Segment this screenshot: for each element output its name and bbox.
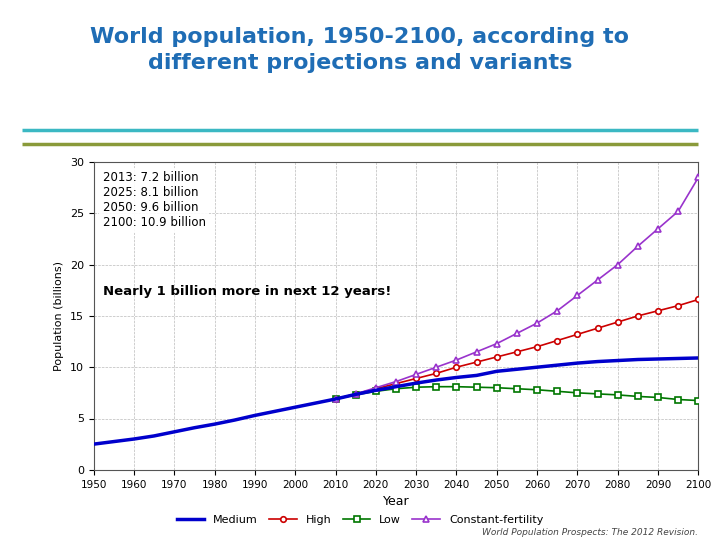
High (634, 313, 642, 319)
High (492, 354, 501, 360)
Medium (230, 417, 239, 423)
High (533, 343, 541, 350)
Medium (492, 368, 501, 375)
High (472, 359, 481, 365)
Low (472, 384, 481, 390)
Medium (694, 355, 703, 361)
Constant-fertility (553, 307, 562, 314)
High (392, 380, 400, 387)
Line: Low: Low (333, 384, 701, 403)
Constant-fertility (492, 340, 501, 347)
Medium (109, 438, 118, 445)
High (613, 319, 622, 325)
High (351, 390, 360, 397)
Low (674, 396, 683, 403)
Low (331, 396, 340, 402)
Medium (150, 433, 158, 439)
Medium (210, 421, 219, 427)
Medium (613, 357, 622, 364)
Medium (513, 366, 521, 373)
Constant-fertility (694, 174, 703, 180)
Medium (130, 436, 138, 442)
Constant-fertility (472, 349, 481, 355)
Text: World Population Prospects: The 2012 Revision.: World Population Prospects: The 2012 Rev… (482, 528, 698, 537)
Constant-fertility (432, 364, 441, 370)
Medium (331, 396, 340, 402)
Low (553, 388, 562, 395)
High (573, 331, 582, 338)
Medium (89, 441, 98, 447)
Constant-fertility (593, 276, 602, 283)
Medium (553, 362, 562, 368)
Constant-fertility (331, 396, 340, 402)
Medium (271, 408, 279, 415)
Low (412, 384, 420, 390)
Low (573, 390, 582, 396)
Constant-fertility (452, 357, 461, 363)
Medium (432, 377, 441, 383)
Low (513, 386, 521, 392)
Low (634, 393, 642, 400)
Low (593, 390, 602, 397)
Medium (634, 356, 642, 363)
Low (492, 384, 501, 391)
High (412, 375, 420, 382)
Medium (674, 355, 683, 362)
Line: High: High (333, 296, 701, 402)
High (513, 349, 521, 355)
High (674, 302, 683, 309)
Constant-fertility (654, 226, 662, 232)
Medium (392, 383, 400, 390)
Low (392, 386, 400, 392)
Constant-fertility (573, 292, 582, 299)
Medium (170, 429, 179, 435)
Constant-fertility (412, 371, 420, 377)
High (331, 396, 340, 402)
Medium (291, 404, 300, 410)
Medium (573, 360, 582, 366)
High (654, 307, 662, 314)
Low (613, 392, 622, 398)
Line: Constant-fertility: Constant-fertility (332, 174, 702, 402)
Low (654, 394, 662, 401)
High (593, 325, 602, 332)
Medium (372, 387, 380, 394)
Medium (593, 359, 602, 365)
Text: 2013: 7.2 billion
2025: 8.1 billion
2050: 9.6 billion
2100: 10.9 billion: 2013: 7.2 billion 2025: 8.1 billion 2050… (103, 171, 206, 230)
Medium (472, 372, 481, 379)
Medium (533, 364, 541, 370)
Constant-fertility (634, 243, 642, 249)
Constant-fertility (513, 330, 521, 336)
Line: Medium: Medium (94, 358, 698, 444)
Constant-fertility (372, 384, 380, 391)
Constant-fertility (674, 208, 683, 214)
X-axis label: Year: Year (383, 495, 409, 508)
Low (351, 392, 360, 398)
Legend: Medium, High, Low, Constant-fertility: Medium, High, Low, Constant-fertility (172, 510, 548, 529)
High (372, 386, 380, 392)
Medium (311, 400, 320, 406)
Medium (190, 424, 199, 431)
Constant-fertility (351, 390, 360, 397)
Text: Nearly 1 billion more in next 12 years!: Nearly 1 billion more in next 12 years! (103, 285, 391, 298)
Constant-fertility (392, 379, 400, 385)
Low (452, 383, 461, 390)
Y-axis label: Population (billions): Population (billions) (54, 261, 64, 371)
Constant-fertility (613, 261, 622, 268)
Low (694, 397, 703, 404)
Text: World population, 1950-2100, according to
different projections and variants: World population, 1950-2100, according t… (91, 27, 629, 73)
Low (432, 383, 441, 390)
Medium (412, 380, 420, 386)
High (432, 370, 441, 376)
Constant-fertility (533, 320, 541, 326)
Medium (251, 412, 259, 418)
Medium (351, 391, 360, 397)
Low (533, 387, 541, 393)
Low (372, 388, 380, 395)
High (694, 296, 703, 303)
Medium (654, 356, 662, 362)
Medium (452, 374, 461, 381)
High (553, 338, 562, 344)
High (452, 364, 461, 370)
